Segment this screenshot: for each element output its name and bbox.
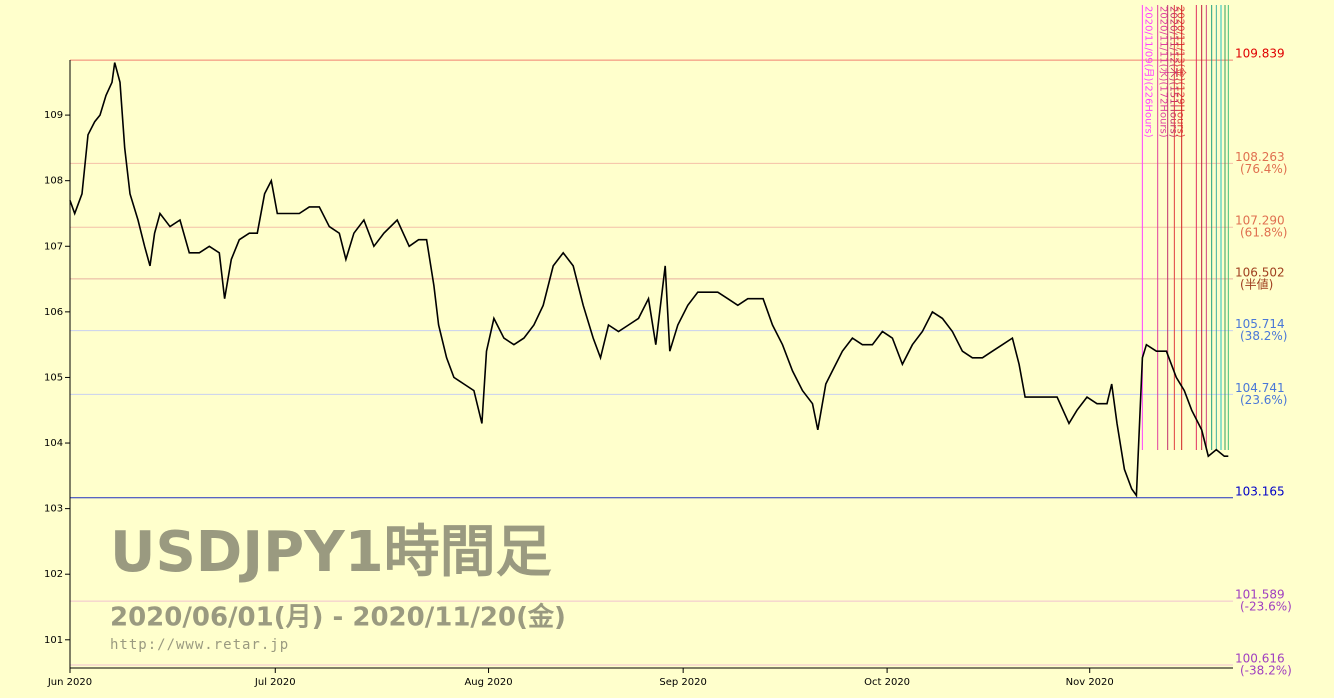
watermark-period: 2020/06/01(月) - 2020/11/20(金) <box>110 602 566 633</box>
level-label: 106.502 <box>1235 265 1285 279</box>
level-label: 108.263 <box>1235 150 1285 164</box>
level-label: 107.290 <box>1235 214 1285 228</box>
event-label: 2020/11/11(水)(172Hours) <box>1158 6 1170 138</box>
y-tick-label: 101 <box>44 635 63 646</box>
x-tick-label: Sep 2020 <box>659 677 706 688</box>
x-tick-label: Jun 2020 <box>47 677 92 688</box>
y-tick-label: 108 <box>44 176 63 187</box>
watermark-title: USDJPY1時間足 <box>110 520 552 585</box>
y-tick-label: 103 <box>44 504 63 515</box>
level-note: (-23.6%) <box>1240 600 1292 614</box>
price-line <box>69 62 1229 498</box>
event-label: 2020/11/12(木)(151Hours) <box>1168 6 1180 138</box>
level-label: 103.165 <box>1235 484 1285 498</box>
level-label: 104.741 <box>1235 381 1285 395</box>
event-label: 2020/11/09(月)(226Hours) <box>1142 6 1154 138</box>
event-label: 2020/11/13(金)(129Hours) <box>1174 6 1187 138</box>
watermark-url: http://www.retar.jp <box>110 637 289 653</box>
y-tick-label: 105 <box>44 372 63 383</box>
level-label: 105.714 <box>1235 317 1285 331</box>
level-note: (23.6%) <box>1240 393 1287 407</box>
y-tick-label: 104 <box>44 438 63 449</box>
y-tick-label: 107 <box>44 241 63 252</box>
level-note: (38.2%) <box>1240 329 1287 343</box>
level-note: (76.4%) <box>1240 162 1287 176</box>
x-tick-label: Aug 2020 <box>464 677 512 688</box>
level-note: (-38.2%) <box>1240 663 1292 677</box>
level-label: 101.589 <box>1235 588 1285 602</box>
level-note: (半値) <box>1240 276 1273 291</box>
y-tick-label: 106 <box>44 307 63 318</box>
x-tick-label: Oct 2020 <box>864 677 910 688</box>
level-label: 100.616 <box>1235 651 1285 665</box>
level-note: (61.8%) <box>1240 226 1287 240</box>
y-tick-label: 102 <box>44 569 63 580</box>
level-label: 109.839 <box>1235 47 1285 61</box>
y-tick-label: 109 <box>44 110 63 121</box>
x-tick-label: Jul 2020 <box>254 677 296 688</box>
x-tick-label: Nov 2020 <box>1066 677 1114 688</box>
